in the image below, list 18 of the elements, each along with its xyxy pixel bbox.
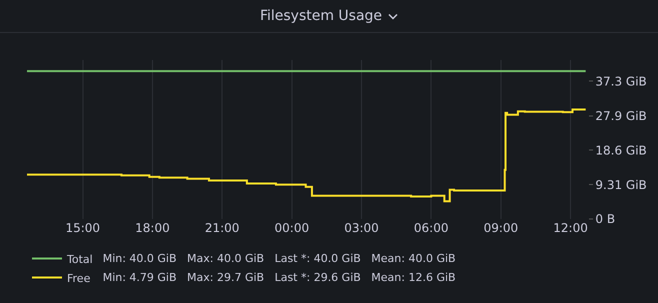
x-tick-label: 09:00 (484, 221, 518, 235)
text: Min: 40.0 GiB Max: 40.0 GiB Last *: 40.0 GiB Mean: 40.0 GiB (102, 252, 456, 266)
legend-label: Free (67, 272, 91, 285)
x-tick-label: 18:00 (135, 221, 170, 235)
y-tick-label: 9.31 GiB (595, 178, 647, 192)
legend-label: Total (66, 252, 93, 266)
x-tick-label: 06:00 (414, 221, 448, 235)
y-tick-label: 37.3 GiB (595, 74, 647, 88)
y-tick-label: 0 B (595, 212, 616, 226)
x-tick-label: 00:00 (274, 221, 310, 235)
chart-title: Filesystem Usage (260, 8, 382, 24)
x-tick-label: 15:00 (65, 221, 100, 235)
x-tick-label: 03:00 (344, 221, 379, 235)
y-tick-label: 27.9 GiB (595, 109, 647, 124)
x-tick-label: 21:00 (204, 221, 240, 235)
x-tick-label: 12:00 (553, 221, 588, 235)
y-tick-label: 18.6 GiB (595, 143, 647, 158)
text: Min: 4.79 GiB Max: 29.7 GiB Last *: 29.6 GiB Mean: 12.6 GiB (102, 271, 456, 284)
